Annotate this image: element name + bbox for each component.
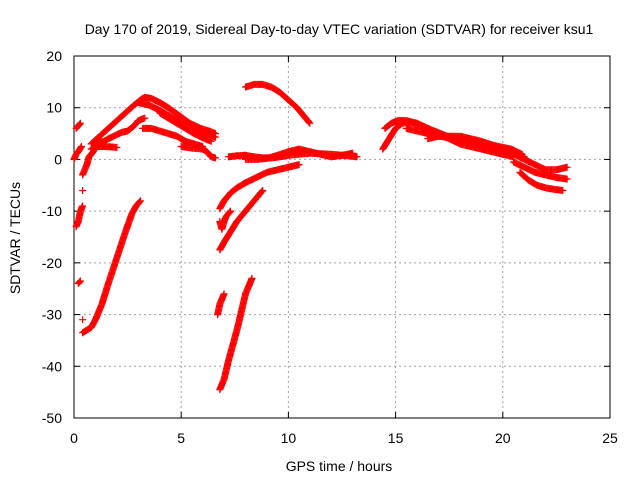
series-arc-18 [216, 161, 303, 213]
y-tick-label: -10 [42, 203, 62, 219]
data-point [137, 197, 144, 205]
series-arc-22 [242, 145, 357, 163]
data-point [135, 199, 143, 206]
x-tick-label: 0 [70, 430, 78, 446]
series-arc-27 [424, 132, 571, 174]
y-tick-label: -30 [42, 307, 62, 323]
y-tick-label: -40 [42, 358, 62, 374]
data-point [79, 187, 87, 194]
series-arc-03 [74, 277, 84, 287]
data-point [259, 187, 267, 194]
data-markers [70, 80, 571, 394]
data-point [212, 133, 219, 141]
y-tick-labels: -50 -40 -30 -20 -10 0 10 20 [42, 48, 62, 426]
series-arc-04 [79, 187, 87, 194]
data-point [258, 187, 266, 195]
y-tick-label: 20 [46, 48, 62, 64]
series-arc-01 [72, 202, 87, 231]
series-arc-28 [510, 158, 571, 183]
series-arc-08 [79, 197, 144, 337]
y-axis-label: SDTVAR / TECUs [7, 182, 23, 294]
data-point [304, 118, 312, 125]
x-axis-label: GPS time / hours [286, 458, 393, 474]
series-arc-17 [216, 187, 267, 254]
plot-frame [73, 55, 611, 419]
series-arc-19 [216, 274, 256, 394]
data-point [305, 118, 313, 126]
data-point [257, 188, 265, 196]
data-point [220, 290, 228, 298]
series-arc-10 [91, 143, 121, 151]
data-point [306, 119, 314, 127]
data-point [349, 149, 357, 157]
series-arc-06 [70, 143, 85, 163]
y-tick-label: -20 [42, 255, 62, 271]
series-arc-23 [242, 80, 314, 127]
data-point [76, 278, 84, 286]
x-tick-labels: 0 5 10 15 20 25 [70, 430, 618, 446]
x-tick-label: 15 [388, 430, 404, 446]
y-tick-label: 0 [54, 151, 62, 167]
data-point [75, 279, 83, 287]
chart-title: Day 170 of 2019, Sidereal Day-to-day VTE… [85, 21, 594, 37]
series-arc-02 [72, 119, 84, 132]
y-tick-label: 10 [46, 100, 62, 116]
axis-ticks [73, 55, 611, 419]
series-arc-09 [87, 114, 149, 153]
data-point [563, 175, 571, 183]
x-tick-label: 10 [281, 430, 297, 446]
data-point [559, 187, 567, 194]
data-point [227, 207, 234, 215]
data-point [78, 143, 85, 150]
x-tick-label: 5 [177, 430, 185, 446]
data-point [212, 154, 219, 162]
data-point [76, 277, 84, 285]
data-point [207, 137, 215, 145]
data-point [295, 161, 303, 169]
x-tick-label: 25 [602, 430, 618, 446]
data-point [113, 144, 121, 151]
y-tick-label: -50 [42, 410, 62, 426]
series-arc-05 [79, 316, 87, 324]
data-point [76, 120, 84, 128]
series-arc-20 [214, 290, 228, 319]
data-point [79, 202, 87, 210]
data-point [226, 208, 234, 216]
series-arc-16 [216, 207, 234, 233]
data-point [136, 198, 144, 206]
x-tick-label: 20 [495, 430, 511, 446]
data-point [353, 153, 361, 161]
data-point [79, 316, 87, 324]
data-point [248, 274, 256, 282]
series-arc-15 [177, 143, 219, 162]
series-arc-14 [156, 109, 215, 145]
series-arc-29 [516, 168, 567, 194]
data-point [76, 119, 84, 127]
data-point [563, 163, 571, 171]
data-point [141, 114, 149, 122]
